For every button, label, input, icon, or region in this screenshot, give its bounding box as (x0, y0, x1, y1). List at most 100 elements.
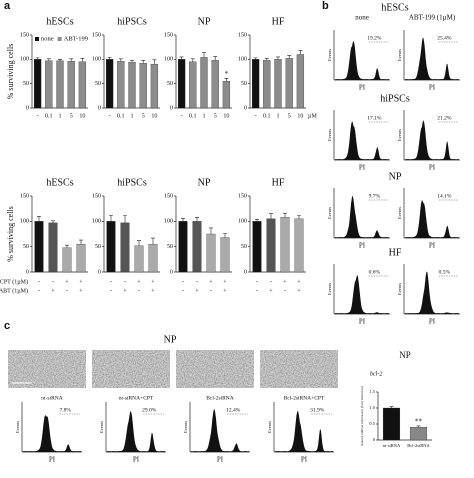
condition-mark: + (223, 279, 227, 285)
y-axis-label: Events (327, 49, 332, 61)
y-tick-label: 50 (241, 244, 247, 250)
flow-histogram (335, 40, 389, 80)
error-bar (141, 60, 146, 64)
sample-label: Bcl-2siRNA (206, 395, 234, 401)
x-tick-label: 10 (79, 113, 85, 119)
condition-mark: + (269, 288, 273, 294)
error-bar (79, 239, 83, 245)
condition-mark: - (110, 279, 112, 285)
condition-mark: - (110, 288, 112, 294)
condition-mark: + (297, 279, 301, 285)
row-title: NP (389, 171, 402, 182)
condition-mark: + (137, 279, 141, 285)
flow-histogram (405, 199, 459, 238)
y-tick-label: 50 (167, 81, 173, 87)
chart-title: NP (198, 16, 211, 27)
x-axis-label: PI (429, 242, 436, 250)
gate-percent: 7.8% (59, 407, 71, 413)
micrograph (260, 350, 338, 388)
column-header: ABT-199 (1µM) (409, 14, 456, 22)
x-axis-label: PI (429, 164, 436, 172)
bar (220, 237, 230, 273)
sample-label: nt-siRNA+CPT (119, 395, 154, 401)
bar (120, 222, 130, 273)
bar (106, 221, 116, 273)
flow-histogram (405, 120, 459, 160)
row-title: hESCs (381, 2, 408, 13)
bar (251, 59, 260, 109)
bar (128, 62, 136, 109)
x-axis-label: PI (429, 318, 436, 326)
x-tick-label: Bcl-2siRNA (407, 443, 430, 448)
error-bar (269, 213, 273, 219)
x-tick-label: 0.1 (45, 113, 53, 119)
bar (382, 407, 401, 441)
y-axis-label: Events (183, 421, 188, 433)
chart-title: NP (198, 177, 211, 188)
x-tick-label: 5 (70, 113, 73, 119)
error-bar (109, 214, 113, 222)
chart-title: hESCs (46, 177, 73, 188)
condition-label: ABT (1µM) (0, 287, 28, 294)
x-tick-label: 10 (223, 113, 229, 119)
chart-title: hESCs (46, 16, 73, 27)
x-tick-label: 1 (59, 113, 62, 119)
x-tick-label: 5 (214, 113, 217, 119)
error-bar (65, 244, 69, 248)
x-tick-label: - (181, 113, 183, 119)
x-axis-label: PI (429, 84, 436, 92)
y-axis-label: Events (327, 207, 332, 219)
error-bar (137, 240, 141, 246)
y-tick-label: 100 (92, 57, 101, 63)
x-tick-label: - (109, 113, 111, 119)
bar (56, 60, 64, 109)
flow-histogram (335, 195, 389, 238)
error-bar (213, 56, 218, 61)
x-axis-label: PI (49, 456, 56, 464)
bar (189, 61, 197, 109)
gate-percent: 31.9% (310, 407, 325, 413)
flow-histogram (275, 411, 333, 452)
error-bar (130, 60, 134, 63)
y-axis-label: Events (397, 129, 402, 141)
error-bar (46, 58, 51, 61)
panel-title: NP (164, 334, 177, 345)
condition-mark: + (223, 288, 227, 294)
condition-mark: + (123, 288, 127, 294)
y-tick-label: 50 (23, 244, 29, 250)
bar (134, 245, 144, 273)
bar (409, 427, 428, 441)
error-bar (35, 57, 40, 60)
gate-percent: 25.4% (437, 35, 452, 41)
micrograph (8, 350, 86, 388)
significance: * (225, 70, 229, 78)
error-bar (223, 233, 227, 238)
y-tick-label: 100 (20, 57, 29, 63)
condition-mark: - (284, 288, 286, 294)
error-bar (118, 58, 123, 62)
condition-mark: - (182, 288, 184, 294)
y-tick-label: 1.0 (369, 405, 375, 410)
bar (78, 61, 87, 109)
bar (280, 217, 290, 273)
bar (211, 60, 219, 109)
error-bar (297, 215, 301, 219)
gate-percent: 21.2% (437, 115, 452, 121)
bar (62, 247, 72, 273)
condition-mark: + (51, 288, 55, 294)
sample-label: nt-siRNA (41, 395, 62, 401)
condition-mark: - (256, 288, 258, 294)
error-bar (298, 50, 303, 55)
error-bar (58, 59, 62, 61)
bar (296, 54, 305, 109)
bar (206, 233, 216, 273)
panel-label: a (4, 0, 11, 12)
bar (33, 59, 42, 109)
x-tick-label: 1 (277, 113, 280, 119)
y-axis-label: Events (397, 49, 402, 61)
error-bar (389, 406, 394, 408)
y-axis-label: relative mRNA expression (fold induction… (360, 385, 364, 446)
x-tick-label: 0.1 (189, 113, 197, 119)
bar (252, 221, 262, 273)
error-bar (416, 425, 421, 428)
